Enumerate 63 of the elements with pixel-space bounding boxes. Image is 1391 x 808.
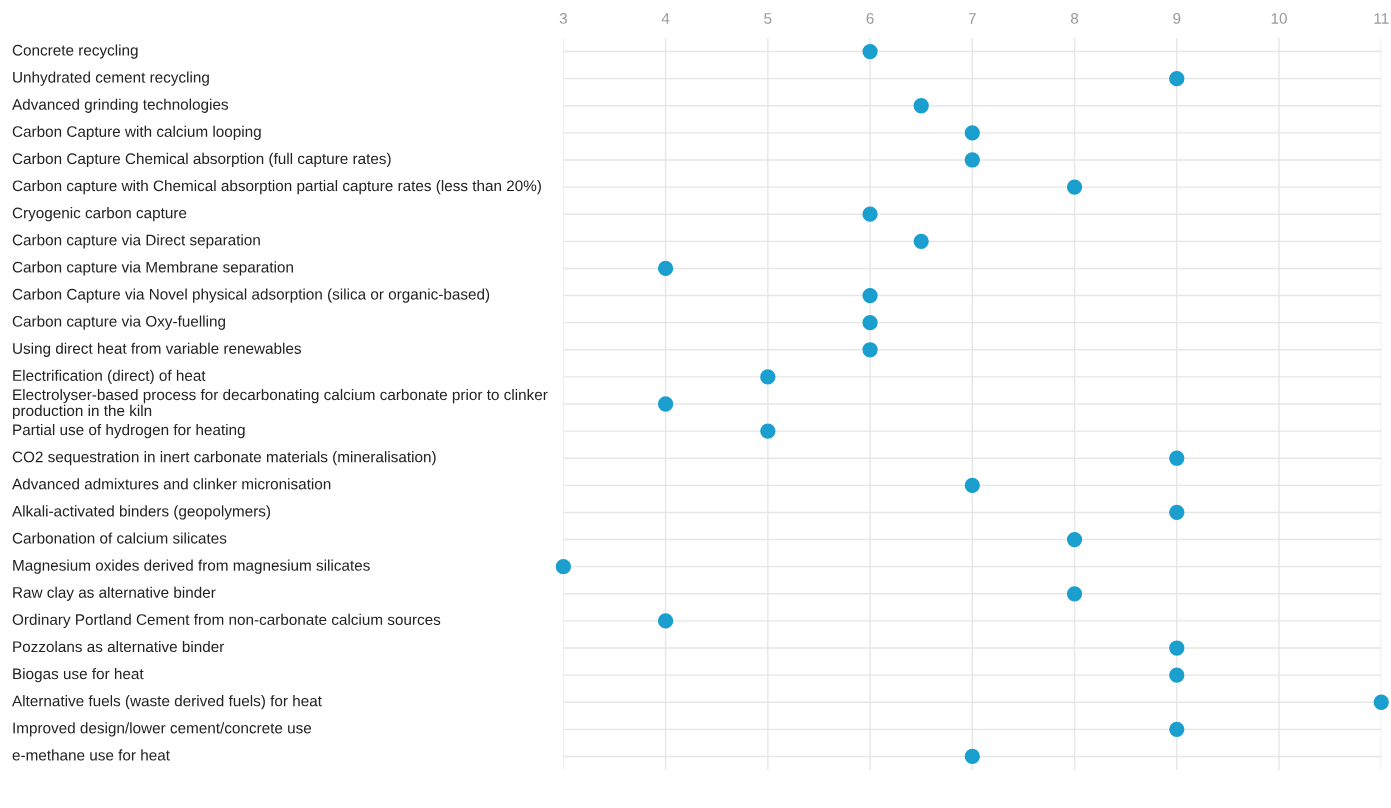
y-tick-label: Using direct heat from variable renewables: [13, 342, 302, 357]
y-tick-label: Raw clay as alternative binder: [13, 586, 216, 601]
y-tick-label: Carbon capture via Oxy-fuelling: [12, 315, 226, 330]
y-tick-label: Carbon capture with Chemical absorption partial capture rates (less than 20%): [12, 179, 541, 195]
point: [964, 152, 980, 168]
point: [657, 260, 674, 277]
point: [1169, 504, 1185, 521]
point: [1066, 179, 1083, 195]
point: [657, 613, 674, 629]
y-tick-label: Ordinary Portland Cement from non-carbonate calcium sources: [12, 613, 441, 629]
x-tick-label: 7: [968, 13, 976, 24]
point: [657, 396, 674, 412]
y-tick-label: Pozzolans as alternative binder: [13, 640, 225, 653]
y-tick-label: Cryogenic carbon capture: [12, 207, 187, 222]
y-tick-label: Improved design/lower cement/concrete use: [13, 722, 312, 737]
point: [1373, 694, 1389, 710]
x-tick-label: 10: [1271, 13, 1287, 24]
y-tick-label: Carbon Capture with calcium looping: [12, 125, 261, 140]
point: [862, 206, 878, 222]
x-tick-label: 3: [559, 13, 567, 24]
point: [1066, 586, 1083, 602]
x-tick-label: 4: [661, 13, 670, 24]
y-tick-label: Magnesium oxides derived from magnesium silicates: [13, 559, 370, 574]
y-tick-label: Electrification (direct) of heat: [13, 369, 206, 384]
point: [1066, 531, 1083, 548]
y-tick-label: Unhydrated cement recycling: [13, 71, 209, 86]
point: [964, 748, 980, 765]
x-tick-label: 5: [764, 13, 772, 24]
point: [862, 43, 878, 60]
point: [1169, 640, 1185, 656]
point: [1169, 667, 1185, 683]
y-tick-label: Carbon Capture via Novel physical adsorption (silica or organic-based): [12, 288, 490, 303]
y-tick-label: Advanced admixtures and clinker micronisation: [12, 478, 331, 490]
y-tick-label: Electrolyser-based process for decarbonating calcium carbonate prior to clinker production in the kiln: [12, 388, 548, 420]
y-tick-label: CO2 sequestration in inert carbonate materials (mineralisation): [12, 451, 436, 466]
point: [1169, 721, 1185, 737]
point: [862, 315, 878, 331]
point: [760, 369, 776, 385]
point: [760, 423, 776, 439]
point: [555, 559, 571, 575]
point: [862, 342, 878, 358]
y-tick-label: Alternative fuels (waste derived fuels) for heat: [12, 695, 322, 710]
point: [913, 233, 929, 249]
point: [1169, 71, 1185, 87]
x-tick-label: 9: [1173, 13, 1181, 24]
y-tick-label: Biogas use for heat: [13, 668, 144, 683]
y-tick-label: Carbon capture via Direct separation: [12, 234, 260, 249]
y-tick-label: Carbon Capture Chemical absorption (full capture rates): [12, 152, 391, 168]
point: [964, 477, 980, 493]
point: [1169, 450, 1185, 466]
point: [862, 287, 878, 304]
x-tick-label: 8: [1070, 13, 1079, 24]
x-tick-label: 6: [866, 13, 874, 24]
point: [913, 98, 929, 114]
y-tick-label: e-methane use for heat: [12, 749, 170, 761]
y-tick-label: Advanced grinding technologies: [12, 98, 229, 113]
y-tick-label: Carbon capture via Membrane separation: [12, 261, 293, 276]
y-tick-label: Alkali-activated binders (geopolymers): [12, 505, 271, 520]
y-tick-label: Carbonation of calcium silicates: [12, 532, 227, 544]
point: [964, 125, 980, 141]
x-tick-label: 11: [1374, 13, 1389, 24]
y-tick-label: Concrete recycling: [12, 44, 138, 59]
y-tick-label: Partial use of hydrogen for heating: [13, 423, 245, 439]
